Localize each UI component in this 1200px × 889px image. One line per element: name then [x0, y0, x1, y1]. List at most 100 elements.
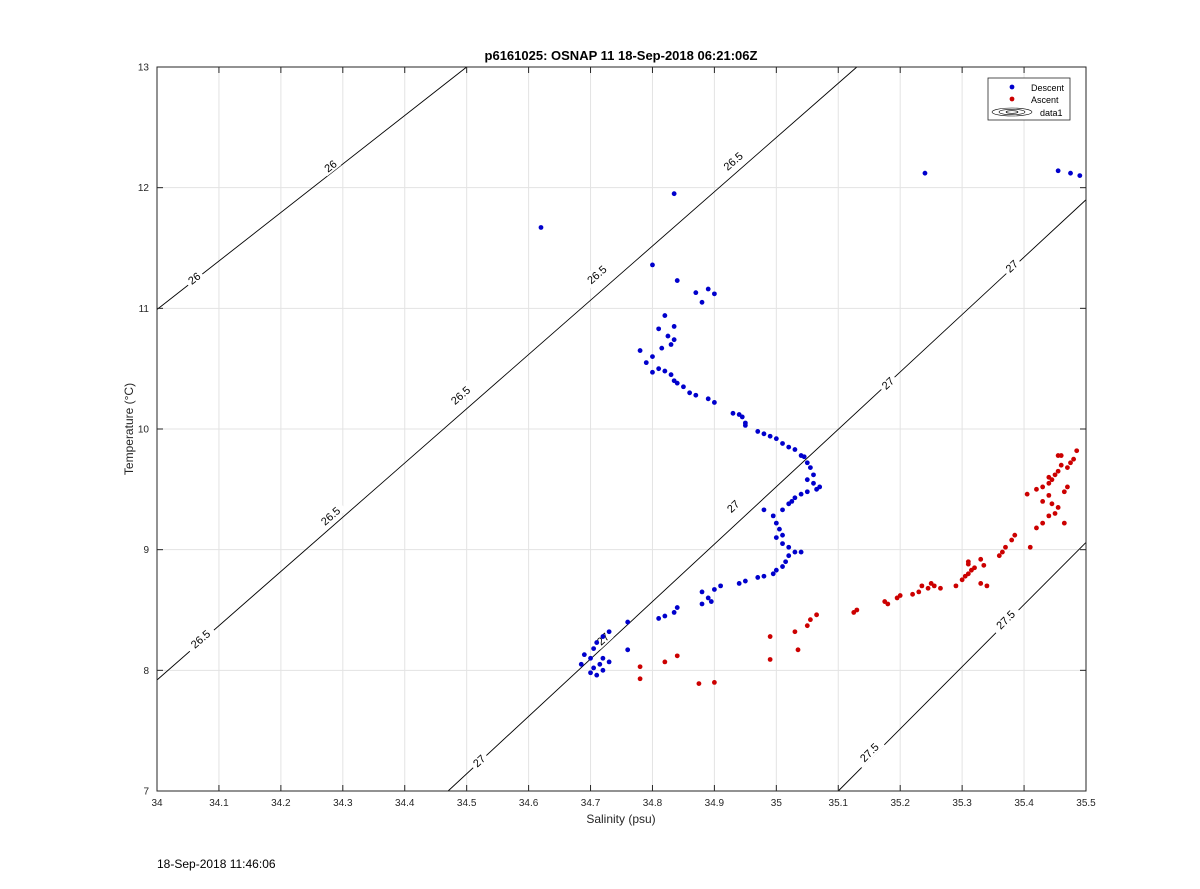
- data-point-ascent: [999, 549, 1005, 555]
- data-point-descent: [659, 345, 665, 351]
- y-tick-label: 9: [143, 545, 149, 556]
- data-point-ascent: [1055, 505, 1061, 510]
- data-point-ascent: [767, 634, 773, 639]
- data-point-descent: [736, 581, 742, 586]
- data-point-descent: [705, 595, 711, 601]
- data-point-descent: [662, 368, 668, 374]
- data-point-ascent: [1009, 537, 1015, 543]
- data-point-ascent: [919, 583, 925, 589]
- data-point-descent: [588, 670, 593, 676]
- data-point-descent: [650, 354, 655, 359]
- data-point-ascent: [637, 676, 643, 682]
- data-point-ascent: [1046, 513, 1052, 519]
- data-point-ascent: [996, 553, 1002, 559]
- contour-label: 26: [319, 154, 342, 177]
- legend-contour-icon: [991, 107, 1033, 117]
- data-point-descent: [780, 541, 785, 547]
- data-point-descent: [807, 465, 813, 471]
- data-point-ascent: [637, 664, 643, 670]
- data-point-ascent: [1065, 484, 1070, 490]
- data-point-descent: [773, 436, 779, 442]
- data-point-ascent: [674, 653, 680, 659]
- contour-label-bg: [716, 145, 749, 177]
- data-point-ascent: [1046, 492, 1052, 498]
- data-point-ascent: [662, 659, 668, 665]
- data-point-ascent: [696, 681, 702, 687]
- data-point-descent: [606, 659, 612, 665]
- x-tick-label: 34.7: [581, 798, 601, 809]
- data-point-descent: [662, 613, 668, 619]
- data-point-descent: [656, 366, 662, 372]
- data-point-descent: [712, 291, 717, 297]
- data-point-descent: [699, 589, 705, 595]
- y-tick-label: 13: [138, 63, 150, 74]
- data-point-ascent: [984, 583, 990, 589]
- data-point-descent: [773, 520, 779, 526]
- legend-marker-ascent: [1009, 96, 1015, 102]
- data-point-descent: [804, 489, 810, 495]
- data-point-descent: [804, 477, 810, 483]
- data-point-descent: [761, 507, 767, 513]
- data-point-descent: [674, 380, 680, 386]
- data-point-ascent: [1027, 544, 1033, 550]
- contour-label-bg: [183, 623, 217, 655]
- data-point-ascent: [1012, 532, 1018, 538]
- data-point-ascent: [1046, 474, 1052, 480]
- contour-line: [156, 66, 467, 310]
- y-tick-label: 7: [143, 787, 149, 798]
- contour-label-bg: [580, 258, 613, 290]
- y-tick-label: 12: [138, 183, 150, 194]
- footer-timestamp: 18-Sep-2018 11:46:06: [157, 857, 276, 871]
- contour-label-bg: [721, 494, 744, 517]
- data-point-ascent: [931, 583, 937, 589]
- data-point-descent: [792, 447, 798, 452]
- data-point-ascent: [814, 612, 819, 618]
- data-point-descent: [770, 513, 776, 519]
- data-point-ascent: [925, 585, 931, 591]
- data-point-descent: [600, 667, 606, 673]
- data-point-descent: [674, 278, 680, 283]
- contour-label-bg: [1000, 254, 1023, 277]
- legend-label-ascent: Ascent: [1031, 95, 1059, 105]
- data-point-descent: [656, 616, 662, 621]
- data-point-descent: [693, 392, 699, 398]
- x-tick-label: 35.4: [1014, 798, 1034, 809]
- data-point-descent: [780, 507, 785, 513]
- data-point-descent: [1068, 170, 1073, 176]
- data-point-descent: [671, 191, 677, 197]
- data-point-descent: [786, 553, 792, 559]
- data-point-descent: [600, 655, 606, 661]
- x-tick-label: 35: [771, 798, 783, 809]
- data-point-descent: [773, 567, 779, 573]
- data-point-ascent: [897, 593, 903, 598]
- x-tick-label: 34.6: [519, 798, 539, 809]
- contour-label: 27.5: [852, 736, 885, 768]
- contour-label: 26.5: [313, 500, 347, 531]
- data-point-ascent: [1052, 472, 1058, 478]
- data-point-descent: [922, 170, 928, 176]
- data-point-descent: [671, 337, 677, 343]
- data-point-ascent: [854, 607, 860, 613]
- data-point-descent: [606, 629, 612, 635]
- data-point-descent: [588, 655, 593, 661]
- data-point-ascent: [792, 629, 798, 635]
- data-point-descent: [739, 414, 745, 420]
- data-point-ascent: [965, 571, 971, 577]
- data-point-ascent: [885, 601, 891, 607]
- data-point-ascent: [978, 581, 984, 586]
- data-point-ascent: [1040, 499, 1046, 504]
- contour-label: 26.5: [183, 623, 217, 655]
- contour-line: [447, 199, 1087, 792]
- data-point-ascent: [1052, 511, 1058, 516]
- data-point-ascent: [1068, 460, 1073, 466]
- data-point-ascent: [981, 562, 987, 568]
- contour-label: 26.5: [443, 379, 477, 411]
- data-point-ascent: [1055, 468, 1061, 474]
- contour-label-bg: [467, 749, 490, 772]
- legend-label-descent: Descent: [1031, 83, 1065, 93]
- data-point-ascent: [1040, 484, 1046, 490]
- data-point-descent: [674, 605, 680, 610]
- x-axis-label: Salinity (psu): [586, 812, 655, 826]
- data-point-descent: [671, 324, 677, 329]
